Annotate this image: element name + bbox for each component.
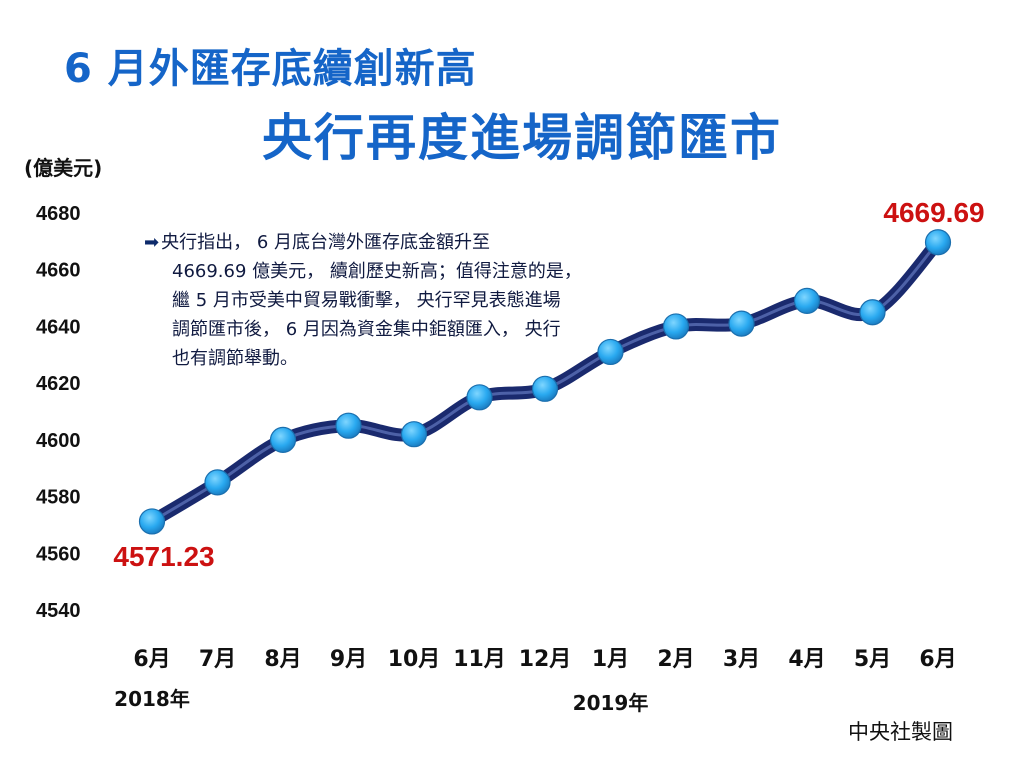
source-credit: 中央社製圖	[848, 720, 953, 744]
chart-title: 6 月外匯存底續創新高	[64, 46, 477, 92]
x-tick-label: 6月	[133, 647, 170, 672]
data-label-end: 4669.69	[883, 197, 984, 228]
y-tick-label: 4540	[36, 600, 81, 622]
data-point	[138, 508, 166, 535]
x-tick-label: 12月	[519, 647, 572, 672]
data-point	[597, 338, 624, 366]
y-tick-label: 4640	[36, 316, 81, 338]
data-point	[466, 384, 493, 411]
y-tick-label: 4680	[36, 203, 81, 225]
end-value-labels: 4571.23 4669.69	[113, 197, 984, 572]
year-labels: 2018年 2019年	[114, 687, 648, 715]
data-point	[204, 469, 231, 496]
data-markers	[138, 229, 952, 535]
data-point	[335, 412, 362, 439]
year-label: 2019年	[573, 691, 649, 715]
data-point	[859, 299, 886, 326]
note-line: 繼 5 月市受美中貿易戰衝擊， 央行罕見表態進場	[172, 290, 561, 311]
data-point	[531, 375, 559, 402]
data-point	[924, 229, 952, 256]
year-label: 2018年	[114, 687, 190, 711]
x-tick-label: 7月	[199, 647, 236, 672]
x-tick-label: 4月	[788, 647, 825, 672]
note-line: 調節匯市後， 6 月因為資金集中鉅額匯入， 央行	[172, 319, 561, 340]
y-tick-label: 4580	[36, 487, 81, 509]
chart-subtitle: 央行再度進場調節匯市	[262, 109, 782, 167]
x-tick-label: 3月	[723, 647, 760, 672]
annotation-note: ➡ 央行指出， 6 月底台灣外匯存底金額升至 4669.69 億美元， 續創歷史新…	[144, 228, 684, 373]
x-tick-label: 9月	[330, 647, 367, 672]
data-point	[793, 287, 821, 315]
x-tick-label: 1月	[592, 647, 629, 672]
y-axis-ticks: 4680 4660 4640 4620 4600 4580 4560 4540	[36, 203, 81, 622]
data-label-start: 4571.23	[113, 541, 214, 572]
x-tick-label: 10月	[388, 647, 441, 672]
y-tick-label: 4600	[36, 430, 81, 452]
x-tick-label: 11月	[453, 647, 506, 672]
arrow-right-icon: ➡	[144, 232, 160, 253]
note-line: 4669.69 億美元， 續創歷史新高；值得注意的是，	[172, 261, 582, 282]
x-tick-label: 2月	[657, 647, 694, 672]
y-tick-label: 4660	[36, 260, 81, 282]
data-point	[662, 313, 690, 340]
data-point	[728, 310, 755, 337]
y-axis-unit-label: (億美元)	[24, 156, 103, 180]
data-point	[400, 421, 428, 448]
x-tick-label: 6月	[919, 647, 956, 672]
x-tick-label: 8月	[264, 647, 301, 672]
note-line: 也有調節舉動。	[172, 348, 298, 369]
data-point	[269, 426, 297, 453]
x-axis-ticks: 6月 7月 8月 9月 10月 11月 12月 1月 2月 3月 4月 5月 6月	[133, 647, 956, 672]
x-tick-label: 5月	[854, 647, 891, 672]
y-tick-label: 4620	[36, 373, 81, 395]
y-tick-label: 4560	[36, 543, 81, 565]
note-line: ➡ 央行指出， 6 月底台灣外匯存底金額升至	[144, 232, 490, 253]
